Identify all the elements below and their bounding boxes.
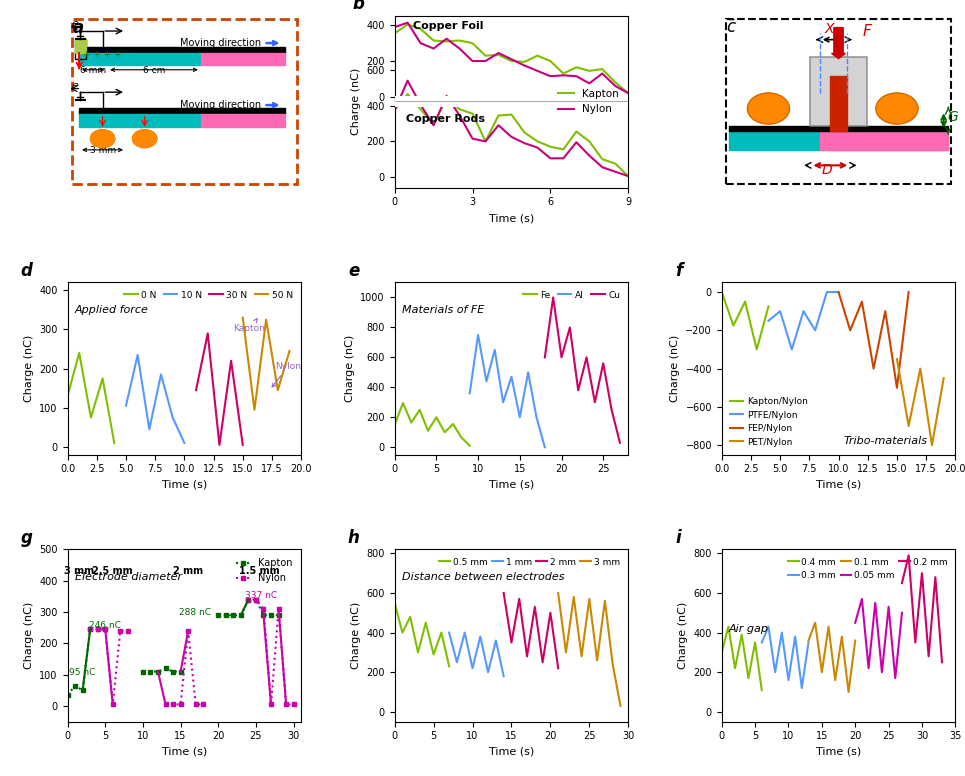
Text: $\bar{c}$: $\bar{c}$	[727, 19, 737, 37]
Text: 246 nC: 246 nC	[89, 621, 121, 630]
Legend: 0.4 mm, 0.3 mm, 0.1 mm, 0.05 mm, 0.2 mm: 0.4 mm, 0.3 mm, 0.1 mm, 0.05 mm, 0.2 mm	[785, 554, 951, 584]
Text: 2 mm: 2 mm	[173, 566, 204, 577]
Y-axis label: Charge (nC): Charge (nC)	[670, 335, 679, 402]
Text: e: e	[348, 262, 359, 279]
Text: Copper Foil: Copper Foil	[413, 21, 483, 31]
Bar	[79, 53, 201, 65]
Text: 288 nC: 288 nC	[179, 608, 211, 617]
Text: Copper Rods: Copper Rods	[406, 114, 485, 124]
Legend: Fe, Al, Cu: Fe, Al, Cu	[519, 287, 623, 303]
Legend: 0.5 mm, 1 mm, 2 mm, 3 mm: 0.5 mm, 1 mm, 2 mm, 3 mm	[436, 554, 623, 570]
X-axis label: Time (s): Time (s)	[162, 747, 207, 757]
Circle shape	[91, 130, 115, 147]
Circle shape	[876, 93, 918, 124]
Text: 3 mm: 3 mm	[64, 566, 94, 577]
Text: 3 mm: 3 mm	[90, 147, 116, 155]
Bar	[79, 108, 285, 114]
Text: d: d	[21, 262, 33, 279]
Text: Electrode diameter: Electrode diameter	[74, 573, 181, 583]
Text: h: h	[348, 528, 360, 546]
Legend: Kapton/Nylon, PTFE/Nylon, FEP/Nylon, PET/Nylon: Kapton/Nylon, PTFE/Nylon, FEP/Nylon, PET…	[727, 393, 812, 450]
Y-axis label: Charge (nC): Charge (nC)	[24, 602, 34, 669]
Bar	[729, 126, 949, 131]
Legend: 0 N, 10 N, 30 N, 50 N: 0 N, 10 N, 30 N, 50 N	[121, 287, 296, 303]
X-axis label: Time (s): Time (s)	[489, 213, 534, 223]
Y-axis label: Charge (nC): Charge (nC)	[351, 602, 361, 669]
Text: $D$: $D$	[821, 163, 833, 177]
Y-axis label: Charge (nC): Charge (nC)	[345, 335, 355, 402]
X-axis label: Time (s): Time (s)	[489, 747, 534, 757]
Bar	[74, 39, 86, 60]
FancyArrow shape	[832, 28, 845, 58]
Y-axis label: Charge (nC): Charge (nC)	[24, 335, 34, 402]
X-axis label: Time (s): Time (s)	[162, 480, 207, 490]
Text: Air gap: Air gap	[729, 624, 769, 634]
Legend: Kapton, Nylon: Kapton, Nylon	[232, 554, 296, 587]
Bar	[727, 19, 951, 185]
Text: 2.5 mm: 2.5 mm	[93, 566, 133, 577]
Text: Moving direction: Moving direction	[179, 38, 277, 48]
Circle shape	[748, 93, 789, 124]
Text: 337 nC: 337 nC	[245, 591, 277, 600]
Bar	[820, 131, 949, 150]
X-axis label: Time (s): Time (s)	[489, 480, 534, 490]
Text: e: e	[71, 19, 78, 29]
Text: Materials of FE: Materials of FE	[401, 306, 483, 316]
Bar	[72, 19, 296, 185]
Text: 6 mm: 6 mm	[80, 66, 106, 75]
Bar	[74, 39, 86, 53]
FancyBboxPatch shape	[811, 57, 867, 126]
Text: a: a	[72, 19, 84, 37]
Bar	[729, 131, 949, 150]
Bar	[79, 114, 201, 127]
Text: e: e	[71, 81, 78, 91]
Legend: Kapton, Nylon: Kapton, Nylon	[554, 85, 623, 119]
Text: i: i	[675, 528, 680, 546]
Bar	[830, 76, 846, 131]
Text: b: b	[352, 0, 365, 12]
Text: 95 nC: 95 nC	[69, 668, 96, 677]
Text: g: g	[21, 528, 33, 546]
Text: 6 cm: 6 cm	[143, 66, 165, 75]
Circle shape	[132, 130, 156, 147]
Bar	[79, 47, 285, 53]
X-axis label: Time (s): Time (s)	[816, 480, 861, 490]
Bar	[201, 53, 285, 65]
Text: $X$: $X$	[824, 22, 837, 36]
Text: $G$: $G$	[948, 110, 959, 124]
Y-axis label: Charge (nC): Charge (nC)	[351, 68, 361, 135]
Text: Nylon: Nylon	[272, 362, 301, 387]
Bar	[201, 114, 285, 127]
Text: f: f	[675, 262, 682, 279]
Text: + + + +: + + + +	[83, 50, 122, 58]
Text: $F$: $F$	[862, 23, 873, 40]
Text: 1.5 mm: 1.5 mm	[239, 566, 280, 577]
Text: Tribo-materials: Tribo-materials	[843, 436, 927, 446]
Text: Distance between electrodes: Distance between electrodes	[401, 573, 565, 583]
Text: Kapton: Kapton	[234, 319, 265, 334]
Y-axis label: Charge (nC): Charge (nC)	[678, 602, 688, 669]
X-axis label: Time (s): Time (s)	[816, 747, 861, 757]
Text: Moving direction: Moving direction	[179, 100, 277, 110]
Text: Applied force: Applied force	[74, 306, 149, 316]
